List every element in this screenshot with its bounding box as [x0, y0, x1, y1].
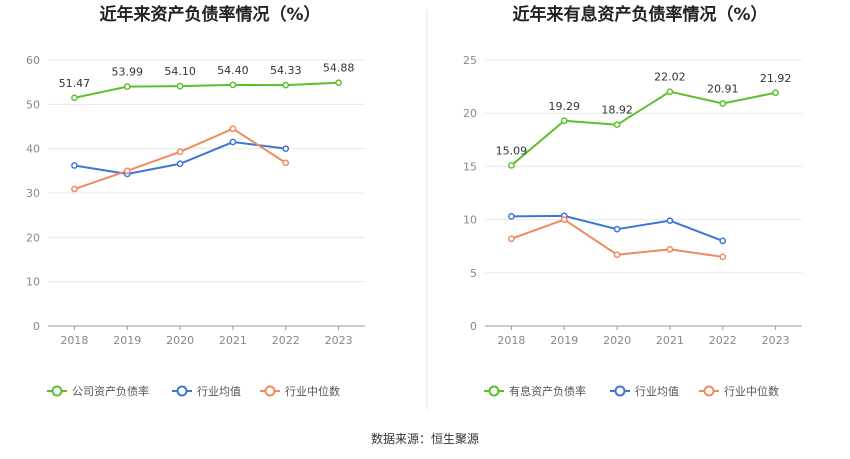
data-point[interactable]: [666, 217, 674, 225]
y-tick-label: 10: [463, 214, 477, 227]
legend-label: 行业均值: [635, 385, 679, 398]
data-point[interactable]: [176, 82, 184, 90]
data-point[interactable]: [71, 185, 78, 193]
x-tick-label: 2018: [497, 334, 525, 347]
data-label: 54.33: [270, 64, 302, 77]
data-point[interactable]: [71, 94, 78, 102]
series-line-2: [511, 218, 723, 258]
y-tick-label: 20: [463, 107, 477, 120]
x-tick-label: 2021: [656, 334, 684, 347]
x-tick-label: 2022: [709, 334, 737, 347]
data-point[interactable]: [560, 216, 568, 223]
y-tick-label: 15: [463, 160, 477, 173]
data-point[interactable]: [229, 125, 237, 133]
y-tick-label: 20: [26, 231, 40, 244]
legend-item[interactable]: 行业中位数: [699, 384, 779, 398]
series-line-1: [74, 140, 286, 175]
legend-label: 行业中位数: [724, 384, 779, 398]
legend-item[interactable]: 行业中位数: [260, 384, 340, 398]
legend-item[interactable]: 有息资产负债率: [484, 384, 586, 398]
chart-title: 近年来有息资产负债率情况（%）: [512, 4, 767, 25]
data-point[interactable]: [282, 81, 290, 89]
x-tick-label: 2020: [603, 334, 631, 347]
data-point[interactable]: [282, 145, 290, 153]
x-tick-label: 2023: [762, 334, 790, 347]
y-tick-label: 0: [470, 320, 477, 333]
data-point[interactable]: [719, 100, 727, 107]
legend-label: 行业中位数: [285, 384, 340, 398]
data-point[interactable]: [123, 167, 131, 175]
legend-swatch-marker: [703, 385, 715, 397]
data-point[interactable]: [508, 213, 515, 220]
data-label: 20.91: [707, 83, 739, 96]
data-label: 19.29: [549, 100, 581, 113]
data-label: 53.99: [112, 66, 144, 79]
series-line-2: [74, 127, 287, 190]
legend-swatch-marker: [51, 385, 63, 397]
y-tick-label: 25: [463, 54, 477, 67]
legend-label: 公司资产负债率: [72, 384, 149, 398]
x-tick-label: 2021: [219, 334, 247, 347]
legend-item[interactable]: 行业均值: [172, 385, 241, 398]
legend-swatch-marker: [614, 385, 626, 397]
data-point[interactable]: [176, 160, 184, 168]
legend-item[interactable]: 行业均值: [610, 385, 679, 398]
data-label: 54.88: [323, 62, 355, 75]
y-tick-label: 10: [26, 276, 40, 289]
data-point[interactable]: [719, 253, 727, 261]
y-tick-label: 50: [26, 98, 40, 111]
source-text: 数据来源：恒生聚源: [371, 431, 479, 446]
data-point[interactable]: [772, 89, 779, 97]
data-point[interactable]: [666, 88, 674, 96]
data-label: 22.02: [654, 71, 686, 84]
data-point[interactable]: [613, 225, 621, 233]
x-tick-label: 2019: [550, 334, 578, 347]
data-point[interactable]: [508, 162, 515, 169]
legend-swatch-marker: [488, 385, 500, 397]
data-point[interactable]: [335, 79, 342, 87]
data-point[interactable]: [229, 138, 237, 146]
data-label: 54.40: [217, 64, 249, 77]
series-line-0: [510, 90, 776, 167]
legend-swatch-marker: [264, 385, 276, 397]
data-point[interactable]: [560, 117, 568, 125]
data-point[interactable]: [613, 251, 621, 259]
data-point[interactable]: [71, 162, 78, 169]
x-tick-label: 2020: [166, 334, 194, 347]
data-point[interactable]: [282, 159, 290, 167]
chart-panel-right: 近年来有息资产负债率情况（%） 0 5 10 15 20 25 2018 2019 2020 202…: [463, 4, 802, 398]
data-label: 15.09: [496, 144, 528, 157]
data-point[interactable]: [719, 237, 727, 245]
y-tick-label: 60: [26, 54, 40, 67]
chart-panel-left: 近年来资产负债率情况（%） 0 10 20 30 40 50 60 2018 2019 2020 20…: [26, 4, 365, 398]
chart-title: 近年来资产负债率情况（%）: [99, 4, 320, 25]
legend-label: 有息资产负债率: [509, 384, 586, 398]
data-point[interactable]: [508, 235, 515, 243]
data-point[interactable]: [123, 83, 131, 90]
data-point[interactable]: [613, 121, 621, 129]
x-tick-label: 2018: [60, 334, 88, 347]
x-tick-label: 2019: [113, 334, 141, 347]
data-label: 51.47: [59, 77, 91, 90]
y-tick-label: 0: [33, 320, 40, 333]
legend-swatch-marker: [176, 385, 188, 397]
legend-item[interactable]: 公司资产负债率: [47, 384, 149, 398]
data-point[interactable]: [176, 148, 184, 156]
data-label: 54.10: [164, 65, 196, 78]
x-tick-label: 2023: [325, 334, 353, 347]
data-point[interactable]: [666, 246, 674, 253]
y-tick-label: 5: [470, 267, 477, 280]
y-tick-label: 40: [26, 143, 40, 156]
data-label: 21.92: [760, 72, 792, 85]
x-tick-label: 2022: [272, 334, 300, 347]
series-line-0: [74, 81, 339, 99]
legend-label: 行业均值: [197, 385, 241, 398]
y-tick-label: 30: [26, 187, 40, 200]
data-label: 18.92: [601, 104, 633, 117]
data-point[interactable]: [229, 81, 237, 89]
